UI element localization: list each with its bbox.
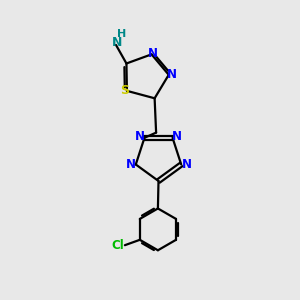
- Text: N: N: [125, 158, 135, 171]
- Text: N: N: [172, 130, 182, 143]
- Text: N: N: [148, 47, 158, 60]
- Text: S: S: [120, 84, 129, 98]
- Text: H: H: [117, 28, 126, 39]
- Text: N: N: [167, 68, 177, 81]
- Text: N: N: [135, 130, 145, 143]
- Text: N: N: [111, 36, 122, 49]
- Text: Cl: Cl: [111, 239, 124, 252]
- Text: N: N: [182, 158, 192, 171]
